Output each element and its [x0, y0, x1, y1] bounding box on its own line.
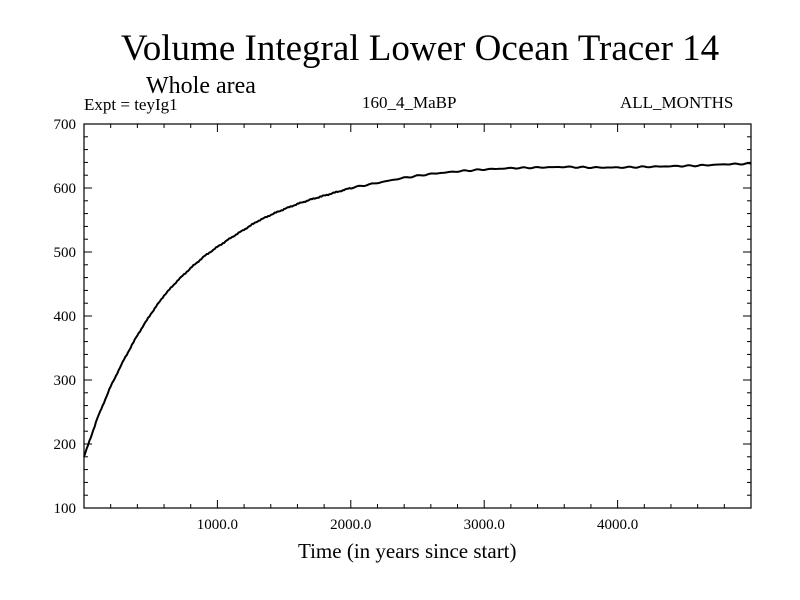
chart-subtitle: Whole area	[146, 73, 256, 99]
y-tick-label: 600	[54, 181, 77, 197]
x-axis-label: Time (in years since start)	[298, 539, 517, 563]
x-tick-label: 4000.0	[597, 517, 638, 533]
plot-frame	[83, 123, 752, 509]
y-tick-label: 400	[54, 309, 77, 325]
y-tick-label: 300	[54, 373, 77, 389]
x-tick-label: 3000.0	[464, 517, 505, 533]
months-label: ALL_MONTHS	[620, 93, 734, 112]
run-label: 160_4_MaBP	[362, 93, 457, 112]
axis-ticks	[83, 123, 752, 509]
chart-title: Volume Integral Lower Ocean Tracer 14	[120, 28, 720, 69]
y-tick-label: 500	[54, 245, 77, 261]
axis-tick-labels: 100 200 300 400 500 600 700 1000.0 2000.0 3000.0 4…	[54, 117, 639, 533]
y-tick-label: 200	[54, 437, 77, 453]
y-tick-label: 700	[54, 117, 77, 133]
experiment-label: Expt = teyIg1	[84, 95, 178, 114]
y-tick-label: 100	[54, 501, 77, 517]
x-tick-label: 2000.0	[330, 517, 371, 533]
x-tick-label: 1000.0	[197, 517, 238, 533]
series-line	[83, 162, 752, 458]
